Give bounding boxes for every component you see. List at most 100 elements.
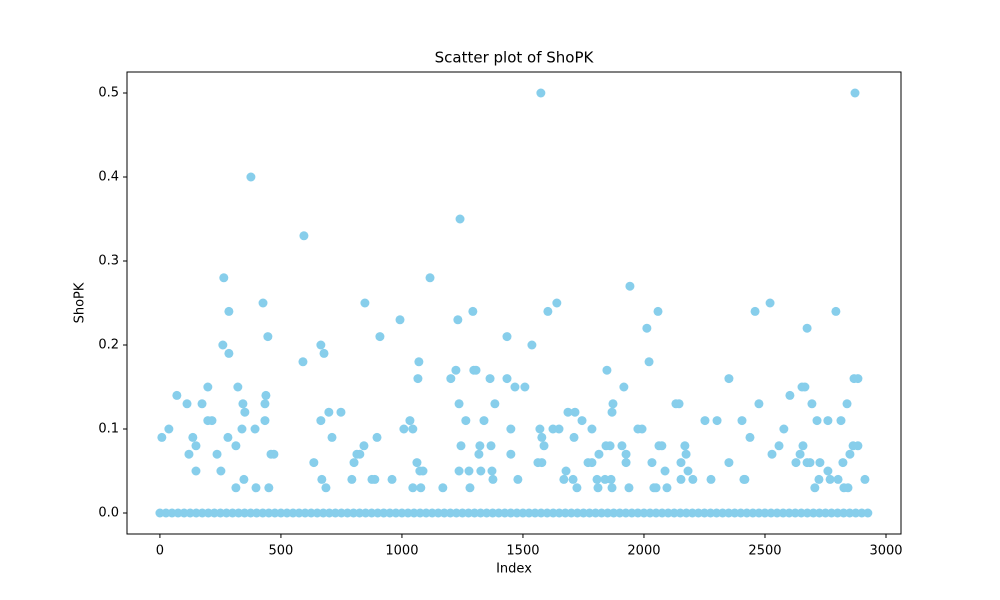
point <box>660 466 670 476</box>
point <box>644 357 654 367</box>
point <box>605 441 615 451</box>
point <box>807 399 817 409</box>
point <box>347 474 357 484</box>
point <box>607 407 617 417</box>
point <box>465 483 475 493</box>
point <box>408 424 418 434</box>
point <box>487 466 497 476</box>
point <box>587 458 597 468</box>
point <box>842 399 852 409</box>
point <box>464 466 474 476</box>
point <box>412 458 422 468</box>
point <box>319 348 329 358</box>
point <box>349 458 359 468</box>
point <box>559 474 569 484</box>
point <box>231 483 241 493</box>
point <box>219 273 229 283</box>
point <box>662 483 672 493</box>
point <box>476 466 486 476</box>
plot-frame <box>126 71 902 535</box>
point <box>399 424 409 434</box>
point <box>853 441 863 451</box>
x-tick-label: 1000 <box>385 544 418 559</box>
point <box>805 458 815 468</box>
point <box>216 466 226 476</box>
x-axis-label: Index <box>496 562 532 577</box>
point <box>836 416 846 426</box>
point <box>479 416 489 426</box>
point <box>355 449 365 459</box>
point <box>502 374 512 384</box>
point <box>850 88 860 98</box>
point <box>506 424 516 434</box>
point <box>360 298 370 308</box>
point <box>812 416 822 426</box>
point <box>823 466 833 476</box>
point <box>754 399 764 409</box>
y-tick-label: 0.1 <box>98 422 119 437</box>
point <box>606 474 616 484</box>
point <box>418 466 428 476</box>
point <box>700 416 710 426</box>
point <box>455 214 465 224</box>
x-tick-label: 3000 <box>869 544 902 559</box>
point <box>657 441 667 451</box>
point <box>795 449 805 459</box>
point <box>239 474 249 484</box>
point <box>298 357 308 367</box>
point <box>587 424 597 434</box>
point <box>577 416 587 426</box>
point <box>474 449 484 459</box>
point <box>327 432 337 442</box>
point <box>608 399 618 409</box>
point <box>240 407 250 417</box>
point <box>767 449 777 459</box>
point <box>317 474 327 484</box>
point <box>607 483 617 493</box>
point <box>825 474 835 484</box>
point <box>617 441 627 451</box>
point <box>563 407 573 417</box>
y-tick-label: 0.4 <box>98 170 119 185</box>
point <box>653 306 663 316</box>
point <box>456 441 466 451</box>
point <box>250 424 260 434</box>
point <box>831 306 841 316</box>
point <box>207 416 217 426</box>
point <box>251 483 261 493</box>
point <box>535 424 545 434</box>
point <box>224 306 234 316</box>
point <box>203 382 213 392</box>
point <box>592 474 602 484</box>
point <box>594 449 604 459</box>
point <box>502 332 512 342</box>
point <box>157 432 167 442</box>
point <box>316 416 326 426</box>
point <box>336 407 346 417</box>
point <box>258 298 268 308</box>
point <box>681 449 691 459</box>
point <box>451 365 461 375</box>
chart-title: Scatter plot of ShoPK <box>435 49 595 67</box>
point <box>625 281 635 291</box>
point <box>197 399 207 409</box>
x-tick-label: 2500 <box>748 544 781 559</box>
point <box>468 306 478 316</box>
point <box>321 483 331 493</box>
point <box>454 399 464 409</box>
point <box>798 441 808 451</box>
point <box>621 449 631 459</box>
point <box>621 458 631 468</box>
point <box>485 374 495 384</box>
point <box>815 458 825 468</box>
point <box>191 441 201 451</box>
point <box>537 458 547 468</box>
point <box>543 306 553 316</box>
point <box>863 508 873 518</box>
point <box>413 374 423 384</box>
point <box>572 483 582 493</box>
point <box>860 474 870 484</box>
point <box>779 424 789 434</box>
point <box>647 458 657 468</box>
